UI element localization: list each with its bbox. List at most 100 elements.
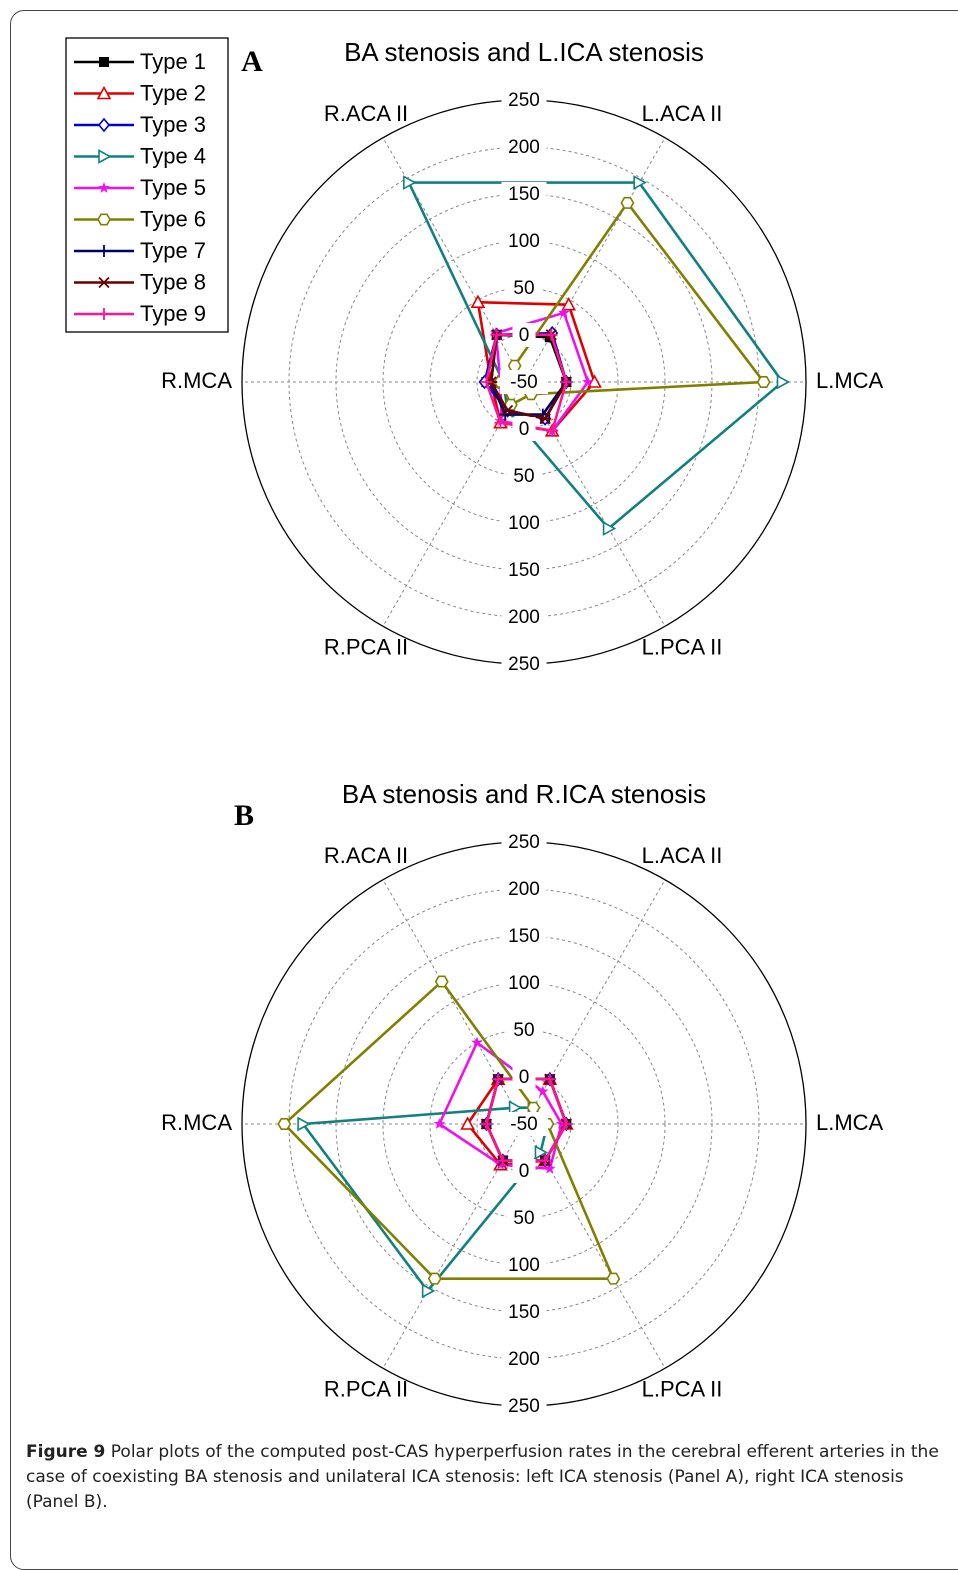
marker-x	[98, 276, 110, 289]
center-tick-label: -50	[510, 1114, 537, 1135]
tick-label-bg	[501, 877, 547, 901]
marker-plus	[480, 376, 493, 388]
tick-label-bg	[501, 135, 547, 159]
tick-label-bg	[501, 88, 547, 112]
center-label-bg	[500, 1112, 548, 1136]
grid-circle	[429, 287, 619, 477]
tick-label-bg	[507, 1206, 541, 1230]
center-label-bg	[500, 370, 548, 394]
series-type-9	[480, 328, 573, 437]
axis-label-r-mca: R.MCA	[161, 368, 232, 393]
tick-label-bg	[501, 182, 547, 206]
legend-item: Type 3	[74, 112, 206, 137]
tick-label-lower: 200	[508, 1349, 540, 1370]
marker-plus	[543, 1073, 556, 1086]
chart-title: BA stenosis and R.ICA stenosis	[342, 779, 706, 809]
marker-plus	[496, 1154, 509, 1167]
tick-label-bg	[501, 511, 547, 535]
tick-label-lower: 50	[513, 466, 534, 487]
axis-label-l-pca-ii: L.PCA II	[642, 1377, 723, 1402]
series-type-9	[480, 1073, 573, 1167]
axis-labels: L.MCA L.ACA II R.ACA II R.MCA R.PCA II L.PCA …	[161, 843, 883, 1401]
marker-hexagon	[756, 376, 771, 388]
marker-plus	[539, 1154, 552, 1167]
figure-caption: Figure 9 Polar plots of the computed pos…	[26, 1440, 951, 1515]
grid-spoke	[382, 381, 525, 627]
legend-item: Type 1	[74, 49, 206, 74]
marker-triangle-right	[297, 1116, 311, 1132]
grid-spoke	[523, 879, 666, 1125]
series-line	[406, 181, 785, 531]
tick-label-bg	[501, 1253, 547, 1277]
tick-label-lower: 150	[508, 560, 540, 581]
tick-label-upper: 150	[508, 184, 540, 205]
marker-triangle	[561, 296, 576, 311]
tick-label-upper: 250	[508, 90, 540, 111]
legend-label: Type 5	[140, 175, 206, 200]
legend-label: Type 7	[140, 238, 206, 263]
marker-star	[582, 376, 594, 387]
legend-label: Type 2	[140, 80, 206, 105]
marker-triangle	[96, 85, 112, 100]
series-type-4	[403, 175, 791, 536]
legend-item: Type 2	[74, 80, 206, 105]
marker-plus	[490, 328, 503, 341]
tick-label-lower: 250	[508, 654, 540, 675]
legend-item: Type 4	[74, 143, 206, 168]
axis-label-r-mca: R.MCA	[161, 1110, 232, 1135]
axis-labels: L.MCA L.ACA II R.ACA II R.MCA R.PCA II L.PCA …	[161, 101, 883, 659]
tick-label-upper: 50	[513, 278, 534, 299]
legend: Type 1 Type 2 Type 3 Type 4 Type 5 Type 6 Type…	[65, 37, 229, 333]
legend-label: Type 4	[140, 143, 206, 168]
tick-label-lower: 150	[508, 1302, 540, 1323]
tick-label-bg	[507, 276, 541, 300]
chart-title: BA stenosis and L.ICA stenosis	[344, 37, 704, 67]
marker-hexagon	[427, 1272, 442, 1285]
caption-text: Polar plots of the computed post-CAS hyp…	[26, 1442, 939, 1512]
marker-triangle-right	[602, 521, 617, 536]
figure-canvas: 0 0 50 50 100 100 150 150 200 200 250 250 -50 L.MCA L.…	[65, 37, 884, 1418]
grid-spoke	[523, 137, 666, 383]
marker-triangle-right	[508, 1100, 523, 1116]
axis-label-r-aca-ii: R.ACA II	[324, 101, 408, 126]
legend-label: Type 9	[140, 301, 206, 326]
legend-label: Type 8	[140, 269, 206, 294]
tick-label-upper: 0	[519, 1067, 530, 1088]
marker-hexagon	[507, 359, 522, 372]
axis-label-r-aca-ii: R.ACA II	[324, 843, 408, 868]
legend-item: Type 5	[74, 175, 206, 200]
tick-label-upper: 100	[508, 973, 540, 994]
tick-label-bg	[512, 1065, 536, 1089]
marker-hexagon	[97, 213, 111, 226]
axis-label-l-mca: L.MCA	[816, 1110, 884, 1135]
tick-label-upper: 200	[508, 879, 540, 900]
axis-label-l-aca-ii: L.ACA II	[642, 843, 723, 868]
axis-label-l-mca: L.MCA	[816, 368, 884, 393]
tick-label-upper: 150	[508, 926, 540, 947]
marker-star	[98, 182, 110, 193]
marker-triangle	[460, 1116, 475, 1130]
tick-label-upper: 0	[519, 325, 530, 346]
marker-star	[471, 1036, 483, 1048]
legend-label: Type 3	[140, 112, 206, 137]
tick-label-bg	[512, 323, 536, 347]
marker-plus	[98, 308, 110, 320]
tick-label-bg	[512, 417, 536, 441]
radial-tick-labels: 0 0 50 50 100 100 150 150 200 200 250 250 -50	[500, 830, 548, 1418]
tick-label-bg	[501, 605, 547, 629]
tick-label-bg	[507, 1018, 541, 1042]
tick-label-lower: 0	[519, 1161, 530, 1182]
grid-spoke	[382, 879, 525, 1125]
grid-circle	[429, 1029, 619, 1219]
tick-label-bg	[501, 1347, 547, 1371]
marker-plus	[494, 416, 507, 429]
tick-label-lower: 100	[508, 1255, 540, 1276]
tick-label-bg	[501, 1394, 547, 1418]
marker-triangle-right	[776, 374, 791, 390]
legend-item: Type 9	[74, 301, 206, 326]
tick-label-lower: 0	[519, 419, 530, 440]
panel-letter: B	[234, 799, 254, 832]
marker-star	[544, 1162, 556, 1174]
marker-star	[433, 1118, 446, 1129]
